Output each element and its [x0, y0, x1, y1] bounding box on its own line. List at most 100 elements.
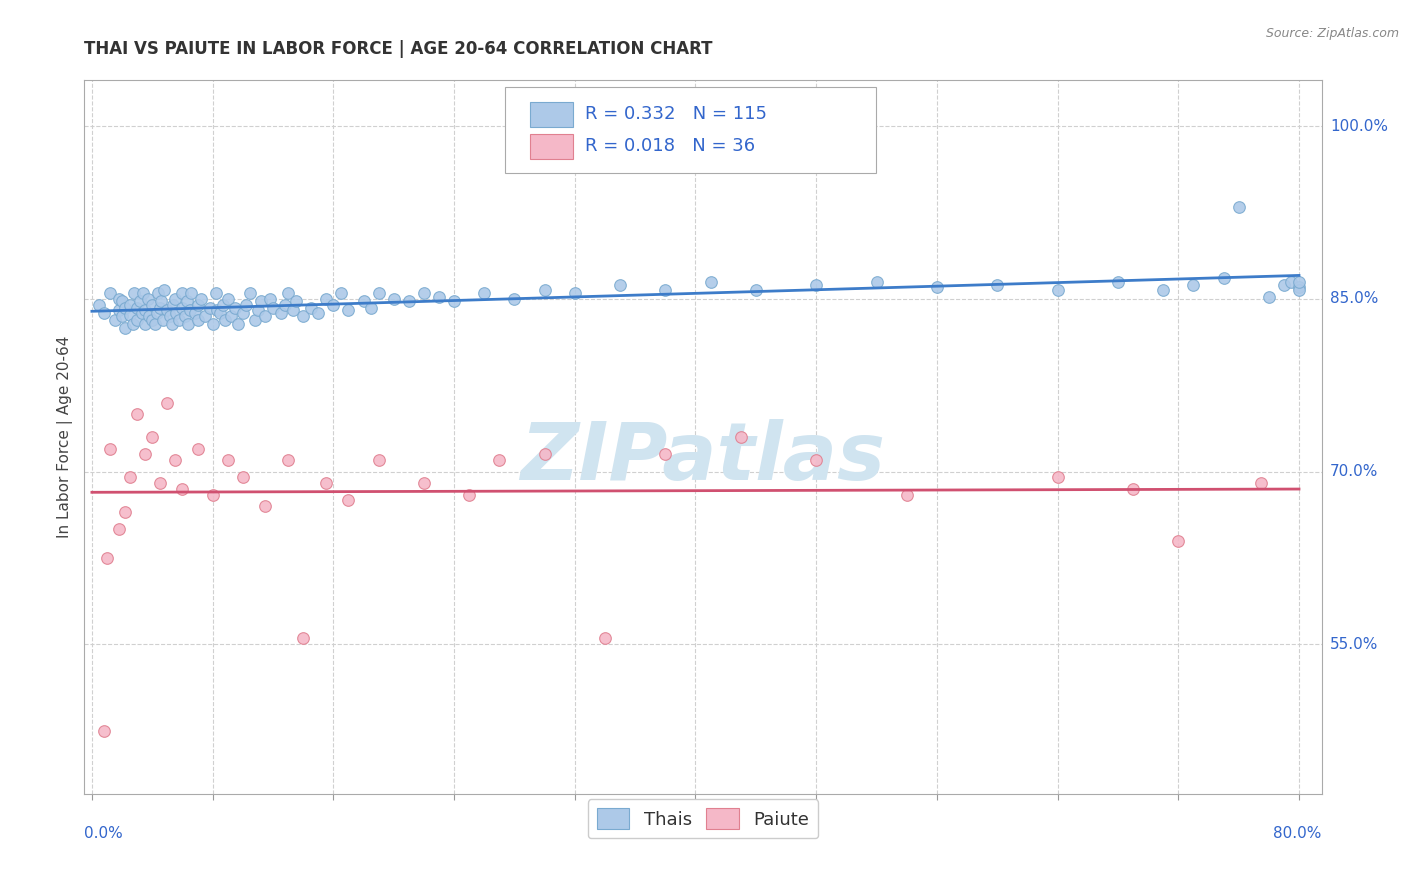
- Point: [118, 298, 141, 312]
- Point: [274, 298, 297, 312]
- Point: [315, 292, 337, 306]
- Point: [398, 294, 420, 309]
- Point: [1288, 275, 1310, 289]
- Point: [1182, 278, 1205, 293]
- Point: [118, 470, 141, 484]
- Point: [134, 447, 156, 461]
- Point: [114, 505, 136, 519]
- Point: [226, 318, 249, 332]
- Text: R = 0.018   N = 36: R = 0.018 N = 36: [585, 137, 755, 155]
- Point: [209, 306, 232, 320]
- Point: [122, 286, 145, 301]
- Point: [93, 723, 115, 738]
- Point: [118, 308, 141, 322]
- Point: [201, 318, 224, 332]
- Point: [609, 278, 631, 293]
- Point: [132, 286, 155, 301]
- Y-axis label: In Labor Force | Age 20-64: In Labor Force | Age 20-64: [56, 336, 73, 538]
- Point: [217, 453, 239, 467]
- Point: [212, 298, 235, 312]
- Point: [382, 292, 405, 306]
- Point: [412, 286, 434, 301]
- Point: [217, 292, 239, 306]
- Point: [103, 312, 125, 326]
- Text: ZIPatlas: ZIPatlas: [520, 419, 886, 498]
- Point: [224, 301, 246, 315]
- Point: [699, 275, 721, 289]
- Point: [564, 286, 586, 301]
- Point: [111, 294, 134, 309]
- Point: [190, 292, 212, 306]
- Point: [654, 283, 676, 297]
- Point: [204, 286, 226, 301]
- Point: [108, 303, 131, 318]
- Point: [163, 292, 186, 306]
- Point: [804, 453, 827, 467]
- Point: [93, 306, 115, 320]
- Point: [745, 283, 768, 297]
- Point: [292, 632, 315, 646]
- Point: [127, 312, 149, 326]
- Point: [131, 306, 153, 320]
- Point: [533, 447, 555, 461]
- Point: [183, 306, 205, 320]
- Point: [1272, 278, 1295, 293]
- Point: [254, 310, 277, 324]
- Point: [134, 318, 156, 332]
- FancyBboxPatch shape: [505, 87, 876, 173]
- Point: [194, 310, 217, 324]
- Point: [172, 301, 194, 315]
- Point: [141, 298, 163, 312]
- Point: [179, 303, 201, 318]
- Point: [281, 303, 304, 318]
- Point: [174, 310, 197, 324]
- Point: [172, 286, 194, 301]
- Point: [299, 301, 322, 315]
- Point: [172, 482, 194, 496]
- Point: [925, 280, 948, 294]
- Point: [488, 453, 510, 467]
- Point: [214, 312, 236, 326]
- Point: [89, 298, 111, 312]
- Point: [235, 298, 257, 312]
- Point: [503, 292, 526, 306]
- Point: [259, 292, 281, 306]
- Point: [322, 298, 344, 312]
- Point: [96, 550, 118, 565]
- Point: [1152, 283, 1174, 297]
- Point: [1046, 283, 1069, 297]
- Point: [307, 306, 329, 320]
- Point: [250, 294, 273, 309]
- Point: [127, 407, 149, 421]
- Point: [159, 310, 181, 324]
- Point: [141, 430, 163, 444]
- Point: [186, 442, 208, 456]
- Point: [136, 292, 159, 306]
- Text: 80.0%: 80.0%: [1274, 826, 1322, 841]
- Point: [427, 290, 450, 304]
- Point: [232, 306, 254, 320]
- Point: [367, 453, 389, 467]
- Point: [160, 318, 183, 332]
- Point: [141, 312, 163, 326]
- Point: [254, 499, 277, 513]
- Text: 0.0%: 0.0%: [84, 826, 124, 841]
- Point: [149, 301, 172, 315]
- Point: [1288, 283, 1310, 297]
- Point: [108, 522, 131, 536]
- Point: [593, 632, 616, 646]
- Point: [270, 306, 292, 320]
- Point: [169, 312, 191, 326]
- Point: [1107, 275, 1129, 289]
- Point: [533, 283, 555, 297]
- Point: [121, 318, 143, 332]
- Point: [205, 303, 228, 318]
- Point: [1167, 533, 1189, 548]
- Point: [1250, 476, 1272, 491]
- Point: [1227, 200, 1250, 214]
- Point: [262, 301, 284, 315]
- Point: [1257, 290, 1279, 304]
- Text: R = 0.332   N = 115: R = 0.332 N = 115: [585, 105, 768, 123]
- Point: [129, 294, 152, 309]
- Point: [1281, 275, 1303, 289]
